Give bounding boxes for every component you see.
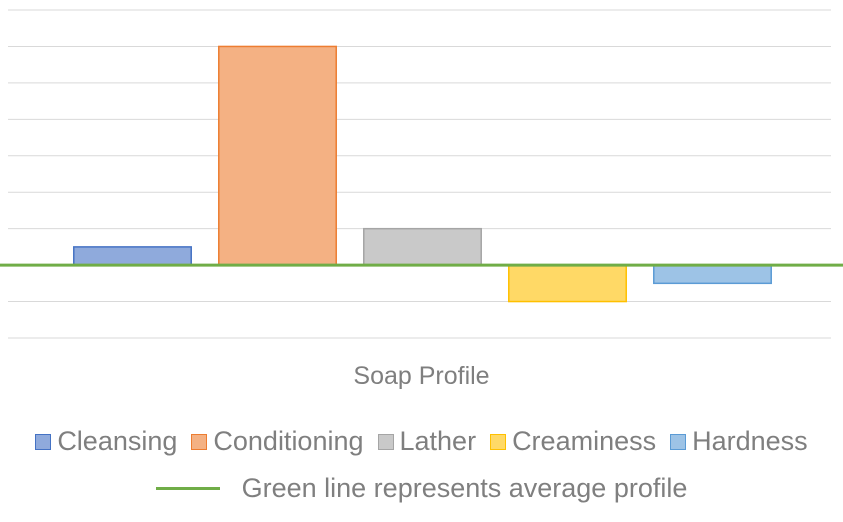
- legend-item-lather: Lather: [377, 426, 477, 457]
- legend-swatch-hardness: [670, 433, 687, 450]
- legend-reference: Green line represents average profile: [0, 473, 843, 504]
- legend-swatch-cleansing: [35, 433, 52, 450]
- legend-swatch-conditioning: [191, 433, 208, 450]
- legend-item-cleansing: Cleansing: [35, 426, 177, 457]
- x-axis-label: Soap Profile: [353, 362, 490, 390]
- bar-cleansing: [73, 246, 192, 266]
- bar-conditioning: [218, 45, 337, 266]
- legend-item-creaminess: Creaminess: [490, 426, 656, 457]
- legend-label-hardness: Hardness: [692, 426, 808, 456]
- bar-creaminess: [508, 264, 627, 303]
- legend-swatch-lather: [377, 433, 394, 450]
- legend-label-creaminess: Creaminess: [512, 426, 657, 456]
- legend: Cleansing Conditioning Lather Creaminess…: [0, 426, 843, 457]
- legend-label-cleansing: Cleansing: [57, 426, 178, 456]
- legend-item-hardness: Hardness: [670, 426, 808, 457]
- chart-plot: [0, 9, 843, 339]
- legend-line-swatch: [155, 487, 220, 490]
- bar-hardness: [653, 264, 772, 285]
- bar-lather: [363, 227, 482, 266]
- legend-label-conditioning: Conditioning: [213, 426, 364, 456]
- legend-swatch-creaminess: [490, 433, 507, 450]
- legend-reference-label: Green line represents average profile: [241, 473, 688, 503]
- legend-label-lather: Lather: [399, 426, 477, 456]
- legend-item-conditioning: Conditioning: [191, 426, 364, 457]
